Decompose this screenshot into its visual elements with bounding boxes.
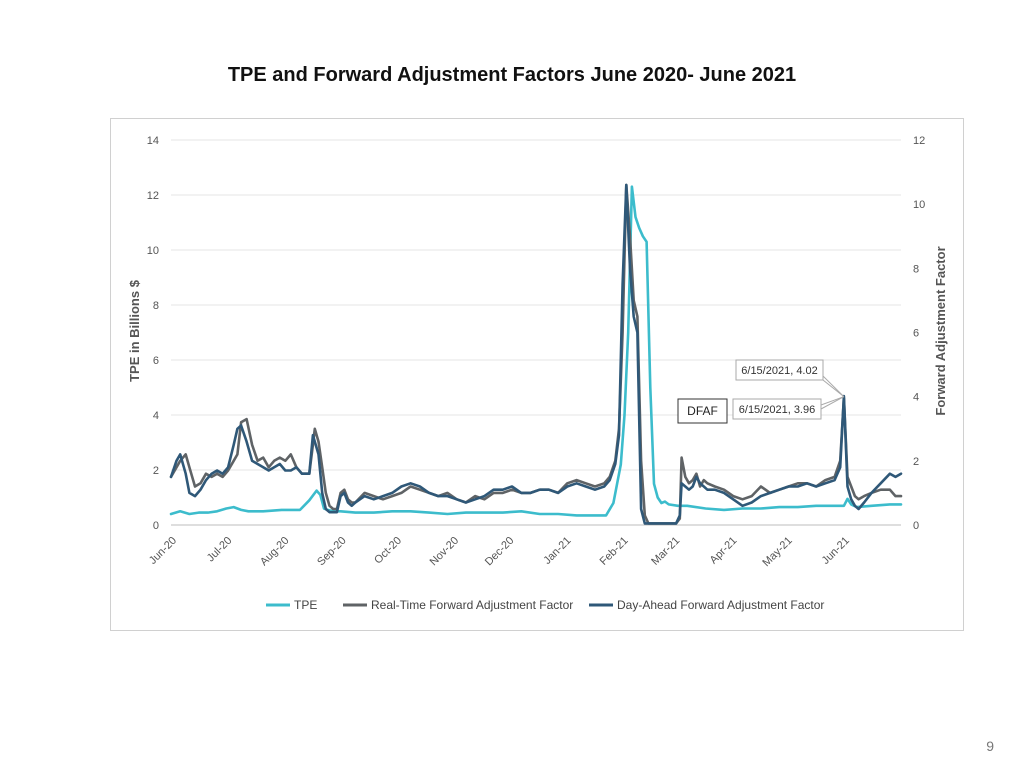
chart-svg: 0 2 4 6 8 10 12 14 0 2 4 6 8 10 12 Jun-20 Jul-20 Aug-20… [127,135,948,612]
y-tick-label: 10 [147,245,159,257]
y2-tick-label: 12 [913,135,925,147]
x-tick-label: Apr-21 [708,535,740,567]
x-tick-label: Feb-21 [598,535,631,568]
y-tick-label: 12 [147,190,159,202]
x-tick-label: May-21 [760,535,794,569]
y-tick-label: 8 [153,300,159,312]
y-tick-label: 4 [153,410,159,422]
y2-tick-label: 10 [913,199,925,211]
x-axis-ticks: Jun-20 Jul-20 Aug-20 Sep-20 Oct-20 Nov-20 Dec-… [147,535,852,569]
y-tick-label: 0 [153,520,159,532]
y-tick-label: 2 [153,465,159,477]
series-line-1 [169,183,903,525]
y2-tick-label: 6 [913,328,919,340]
annotation-label-rt: 6/15/2021, 3.96 [739,404,815,416]
x-tick-label: Aug-20 [258,535,292,569]
x-tick-label: Jun-21 [820,535,852,567]
y2-tick-label: 8 [913,263,919,275]
left-axis-ticks: 0 2 4 6 8 10 12 14 [147,135,159,532]
annotation-label-da-box [735,359,824,381]
y2-axis-label: Forward Adjustment Factor [933,246,948,415]
x-tick-label: Dec-20 [483,535,517,569]
series-line-2 [169,183,903,525]
annotation-leader-line [822,379,845,398]
annotation-leader-line [820,396,845,410]
legend-label-1: Real-Time Forward Adjustment Factor [371,598,573,612]
dfaf-label: DFAF [687,404,718,418]
y-tick-label: 6 [153,355,159,367]
grid-lines [171,139,901,526]
right-axis-ticks: 0 2 4 6 8 10 12 [913,135,925,532]
slide-title: TPE and Forward Adjustment Factors June … [227,64,797,86]
series-lines [169,183,903,525]
legend-label-0: TPE [294,598,317,612]
x-tick-label: Mar-21 [649,535,682,568]
annotation-label-da: 6/15/2021, 4.02 [741,365,817,377]
chart-frame: 0 2 4 6 8 10 12 14 0 2 4 6 8 10 12 Jun-20 Jul-20 Aug-20… [110,118,964,631]
legend-label-2: Day-Ahead Forward Adjustment Factor [617,598,824,612]
x-tick-label: Oct-20 [372,535,404,567]
annotation-leader-line [822,375,845,398]
annotations: 6/15/2021, 4.02 6/15/2021, 3.96 DFAF [677,359,845,424]
page-number: 9 [986,738,994,754]
x-tick-label: Jun-20 [147,535,179,567]
y2-tick-label: 0 [913,520,919,532]
x-tick-label: Sep-20 [315,535,349,569]
dfaf-box [677,398,728,424]
x-tick-label: Nov-20 [428,535,462,569]
x-tick-label: Jul-20 [205,535,235,565]
annotation-leader-line [820,396,845,406]
y-tick-label: 14 [147,135,159,147]
y-axis-label: TPE in Billions $ [127,279,142,382]
y2-tick-label: 4 [913,392,919,404]
legend: TPE Real-Time Forward Adjustment Factor Da… [266,598,824,612]
y2-tick-label: 2 [913,456,919,468]
x-tick-label: Jan-21 [541,535,573,567]
series-line-0 [169,185,903,517]
